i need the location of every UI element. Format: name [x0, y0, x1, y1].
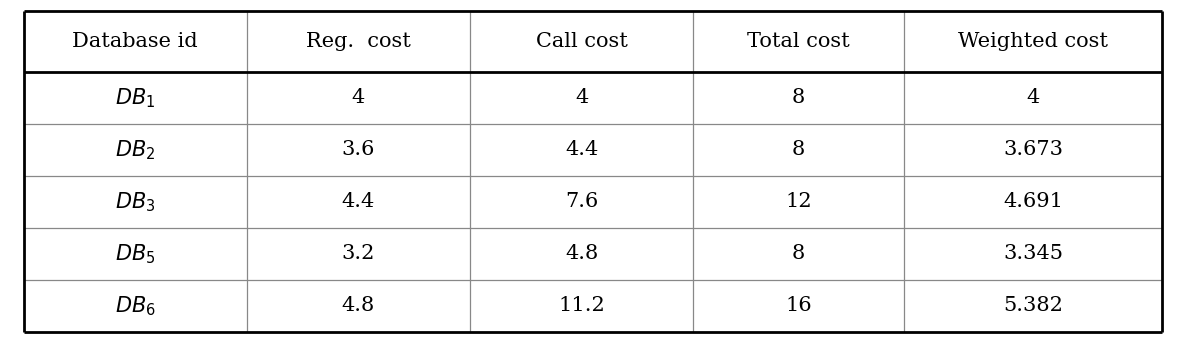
Text: 4: 4	[1026, 88, 1040, 107]
Text: 3.2: 3.2	[342, 244, 375, 263]
Text: 12: 12	[785, 192, 812, 211]
Text: 8: 8	[792, 140, 805, 159]
Text: 4: 4	[352, 88, 365, 107]
Text: $DB_2$: $DB_2$	[115, 138, 155, 162]
Text: 3.6: 3.6	[342, 140, 375, 159]
Text: 4.8: 4.8	[565, 244, 598, 263]
Text: 8: 8	[792, 244, 805, 263]
Text: $DB_3$: $DB_3$	[115, 190, 155, 214]
Text: $DB_1$: $DB_1$	[115, 86, 155, 110]
Text: 4.4: 4.4	[342, 192, 375, 211]
Text: Call cost: Call cost	[536, 32, 627, 51]
Text: 3.673: 3.673	[1003, 140, 1063, 159]
Text: 5.382: 5.382	[1003, 296, 1063, 315]
Text: 4.4: 4.4	[565, 140, 598, 159]
Text: 4.8: 4.8	[342, 296, 375, 315]
Text: $DB_6$: $DB_6$	[115, 294, 155, 318]
Text: 8: 8	[792, 88, 805, 107]
Text: $DB_5$: $DB_5$	[115, 242, 155, 266]
Text: Total cost: Total cost	[747, 32, 850, 51]
Text: 7.6: 7.6	[565, 192, 598, 211]
Text: 3.345: 3.345	[1003, 244, 1063, 263]
Text: 4.691: 4.691	[1003, 192, 1063, 211]
Text: 16: 16	[785, 296, 812, 315]
Text: Reg.  cost: Reg. cost	[306, 32, 410, 51]
Text: Weighted cost: Weighted cost	[958, 32, 1108, 51]
Text: Database id: Database id	[72, 32, 198, 51]
Text: 4: 4	[575, 88, 588, 107]
Text: 11.2: 11.2	[559, 296, 605, 315]
